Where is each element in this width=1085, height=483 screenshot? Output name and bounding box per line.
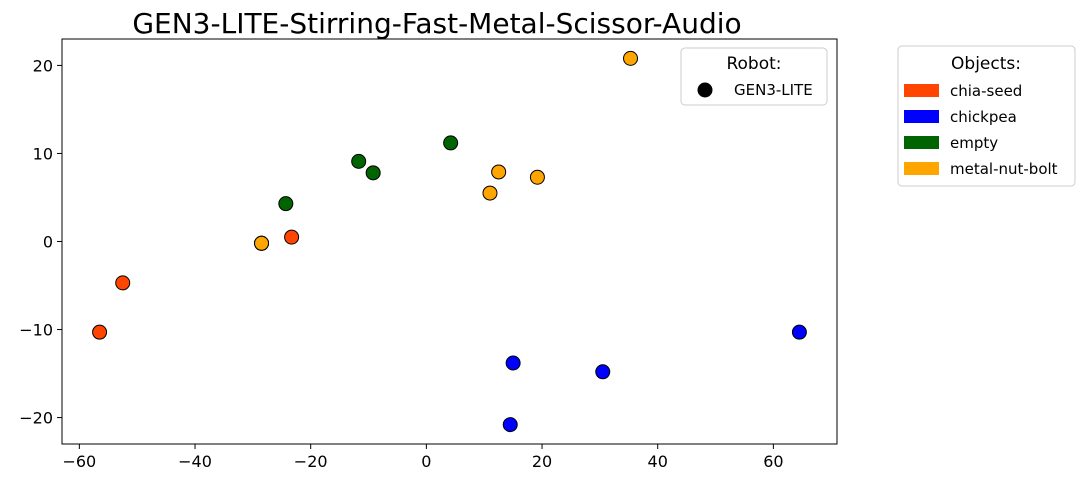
data-point-empty — [278, 196, 294, 212]
axis-ticks: −60 −40 −20 0 20 40 60 −20 −10 0 10 20 — [19, 56, 783, 471]
data-points — [92, 50, 807, 433]
data-point-empty — [365, 165, 381, 181]
legend-swatch-chia-seed — [904, 84, 939, 97]
data-point-metal-nut-bolt — [491, 164, 507, 180]
legend-swatch-metal-nut-bolt — [904, 162, 939, 175]
data-point-chia-seed — [284, 229, 300, 245]
data-point-chickpea — [595, 364, 611, 380]
data-point-chia-seed — [92, 324, 108, 340]
data-point-chia-seed — [115, 275, 131, 291]
legend-swatch-chickpea — [904, 110, 939, 123]
y-tick-label: 20 — [33, 56, 53, 75]
legend-swatch-empty — [904, 136, 939, 149]
x-tick-label: −40 — [178, 452, 212, 471]
legend-label-metal-nut-bolt: metal-nut-bolt — [950, 160, 1058, 178]
data-point-metal-nut-bolt — [623, 50, 639, 66]
x-tick-label: −20 — [294, 452, 328, 471]
y-tick-label: −20 — [19, 409, 53, 428]
robot-legend-title: Robot: — [726, 54, 781, 74]
chart-title: GEN3-LITE-Stirring-Fast-Metal-Scissor-Au… — [132, 7, 741, 40]
objects-legend-title: Objects: — [951, 54, 1021, 74]
data-point-empty — [351, 153, 367, 169]
data-point-metal-nut-bolt — [482, 185, 498, 201]
robot-legend-label: GEN3-LITE — [734, 81, 813, 99]
x-tick-label: 20 — [532, 452, 552, 471]
legend-label-chickpea: chickpea — [950, 108, 1017, 126]
data-point-chickpea — [791, 324, 807, 340]
data-point-metal-nut-bolt — [254, 235, 270, 251]
data-point-chickpea — [505, 355, 521, 371]
y-tick-label: −10 — [19, 321, 53, 340]
x-tick-label: 60 — [763, 452, 783, 471]
x-tick-label: −60 — [62, 452, 96, 471]
robot-legend: Robot: GEN3-LITE — [680, 47, 828, 106]
legend-label-chia-seed: chia-seed — [950, 82, 1022, 100]
robot-legend-marker — [697, 82, 713, 98]
data-point-empty — [443, 135, 459, 151]
x-tick-label: 0 — [421, 452, 431, 471]
data-point-metal-nut-bolt — [529, 169, 545, 185]
y-tick-label: 10 — [33, 144, 53, 163]
x-tick-label: 40 — [648, 452, 668, 471]
data-point-chickpea — [502, 417, 518, 433]
y-tick-label: 0 — [43, 233, 53, 252]
legend-label-empty: empty — [950, 134, 998, 152]
objects-legend: Objects: chia-seed chickpea empty metal-nut… — [897, 45, 1076, 187]
